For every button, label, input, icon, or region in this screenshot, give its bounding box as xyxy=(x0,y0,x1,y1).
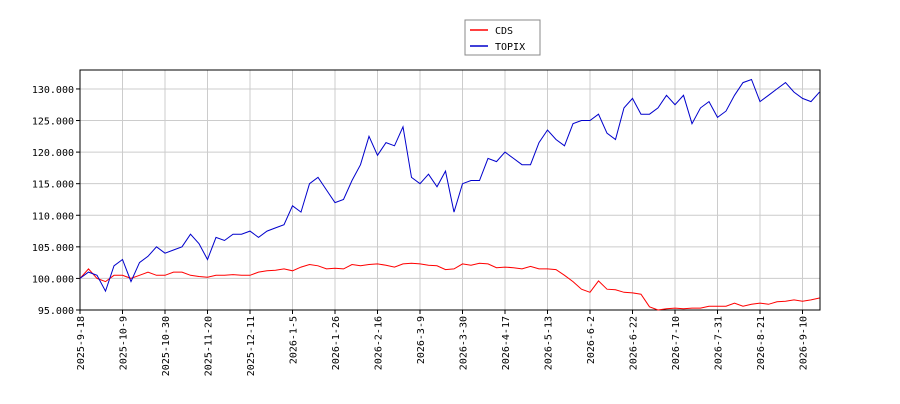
x-tick-label: 2026-6-22 xyxy=(629,316,640,370)
x-tick-label: 2025-10-30 xyxy=(161,316,172,376)
y-tick-label: 120.000 xyxy=(32,148,74,159)
x-tick-label: 2026-1-5 xyxy=(289,316,300,364)
y-tick-label: 105.000 xyxy=(32,243,74,254)
y-tick-label: 125.000 xyxy=(32,117,74,128)
x-tick-label: 2026-9-10 xyxy=(799,316,810,370)
x-tick-label: 2026-1-26 xyxy=(331,316,342,370)
x-tick-label: 2026-5-13 xyxy=(544,316,555,370)
legend-box xyxy=(464,19,541,56)
legend-label: TOPIX xyxy=(495,42,525,53)
data-line xyxy=(79,262,820,311)
x-tick-label: 2026-8-21 xyxy=(756,316,767,370)
x-tick-label: 2025-9-18 xyxy=(76,316,87,370)
y-tick-label: 115.000 xyxy=(32,180,74,191)
data-line xyxy=(79,78,820,293)
y-tick-label: 100.000 xyxy=(32,274,74,285)
x-tick-label: 2026-6-2 xyxy=(586,316,597,364)
x-tick-label: 2026-7-31 xyxy=(714,316,725,370)
y-tick-label: 130.000 xyxy=(32,85,74,96)
x-tick-label: 2026-3-9 xyxy=(416,316,427,364)
x-tick-label: 2025-10-9 xyxy=(119,316,130,370)
x-tick-label: 2026-2-16 xyxy=(374,316,385,370)
x-tick-label: 2026-4-17 xyxy=(501,316,512,370)
y-tick-label: 110.000 xyxy=(32,211,74,222)
x-tick-label: 2025-12-11 xyxy=(246,316,257,376)
y-tick-label: 95.000 xyxy=(38,306,74,317)
x-tick-label: 2025-11-20 xyxy=(204,316,215,376)
x-tick-label: 2026-3-30 xyxy=(459,316,470,370)
x-tick-label: 2026-7-10 xyxy=(671,316,682,370)
legend-label: CDS xyxy=(495,26,513,37)
plot-frame xyxy=(79,69,821,311)
